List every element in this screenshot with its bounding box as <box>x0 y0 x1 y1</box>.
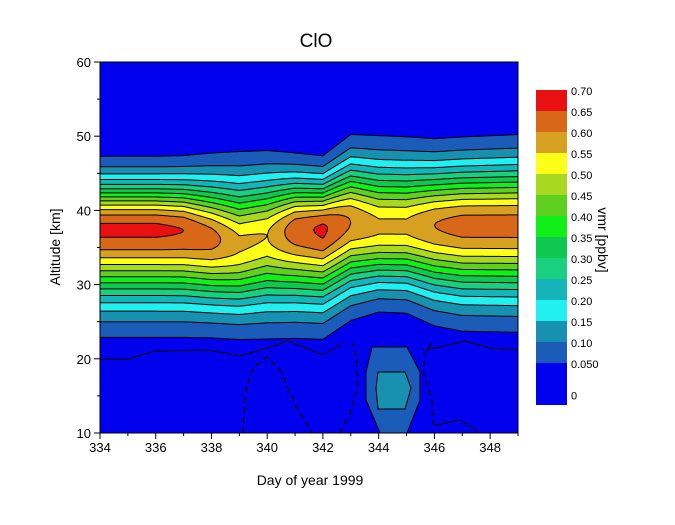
colorbar-swatch-0.10 <box>536 321 567 342</box>
zero-contour-line <box>422 340 518 351</box>
x-tick-label: 346 <box>424 440 446 455</box>
y-tick-label: 30 <box>77 278 91 293</box>
colorbar-tick-label: 0.10 <box>571 338 592 350</box>
colorbar-tick-label: 0.60 <box>571 128 592 140</box>
colorbar-swatch-0.20 <box>536 279 567 300</box>
colorbar-tick-label: 0 <box>571 391 577 403</box>
zero-contour-line <box>100 340 344 360</box>
chart-title: ClO <box>300 31 333 52</box>
negative-contour-line <box>434 419 479 432</box>
y-tick-label: 40 <box>77 203 91 218</box>
contour-island-inner <box>375 371 412 410</box>
x-tick-label: 334 <box>89 440 111 455</box>
x-tick-label: 348 <box>479 440 501 455</box>
x-tick-label: 344 <box>368 440 390 455</box>
colorbar-swatch-0 <box>536 363 567 405</box>
colorbar-tick-label: 0.30 <box>571 254 592 266</box>
colorbar: 0.70 0.65 0.60 0.55 0.50 0.45 0.40 0.35 0.30 0.25… <box>536 86 599 405</box>
negative-contour-line <box>339 342 358 433</box>
contour-fill-level-0.60 <box>433 214 518 238</box>
colorbar-tick-label: 0.65 <box>571 107 592 119</box>
colorbar-swatch-0.30 <box>536 237 567 258</box>
colorbar-tick-label: 0.55 <box>571 149 592 161</box>
y-tick-label: 20 <box>77 352 91 367</box>
plot-area <box>100 62 518 433</box>
colorbar-tick-label: 0.70 <box>571 86 592 98</box>
y-tick-label: 10 <box>77 426 91 441</box>
x-axis: 334 336 338 340 342 344 346 348 <box>89 433 519 455</box>
colorbar-tick-label: 0.050 <box>571 359 599 371</box>
colorbar-swatch-0.40 <box>536 195 567 216</box>
colorbar-tick-label: 0.35 <box>571 233 592 245</box>
colorbar-label: vmr [ppbv] <box>595 207 611 272</box>
colorbar-swatch-0.65 <box>536 90 567 111</box>
colorbar-tick-label: 0.50 <box>571 170 592 182</box>
contour-fill-level-0.65 <box>100 222 185 238</box>
colorbar-swatch-0.35 <box>536 216 567 237</box>
y-axis: 10 20 30 40 50 60 <box>77 55 100 441</box>
contour-fill-level-0.65 <box>313 223 329 239</box>
x-tick-label: 340 <box>256 440 278 455</box>
colorbar-swatch-0.25 <box>536 258 567 279</box>
colorbar-tick-label: 0.20 <box>571 296 592 308</box>
colorbar-swatch-0.60 <box>536 111 567 132</box>
negative-contour-line <box>242 356 313 433</box>
x-tick-label: 338 <box>201 440 223 455</box>
colorbar-tick-label: 0.40 <box>571 212 592 224</box>
colorbar-tick-label: 0.25 <box>571 275 592 287</box>
colorbar-swatch-0.55 <box>536 132 567 153</box>
x-tick-label: 342 <box>312 440 334 455</box>
x-axis-label: Day of year 1999 <box>257 472 364 488</box>
x-tick-label: 336 <box>145 440 167 455</box>
y-tick-label: 50 <box>77 129 91 144</box>
y-axis-label: Altitude [km] <box>47 208 63 285</box>
colorbar-tick-label: 0.15 <box>571 317 592 329</box>
colorbar-swatch-0.50 <box>536 153 567 174</box>
colorbar-swatch-0.05 <box>536 342 567 363</box>
colorbar-swatch-0.15 <box>536 300 567 321</box>
y-tick-label: 60 <box>77 55 91 70</box>
colorbar-swatch-0.45 <box>536 174 567 195</box>
colorbar-tick-label: 0.45 <box>571 191 592 203</box>
